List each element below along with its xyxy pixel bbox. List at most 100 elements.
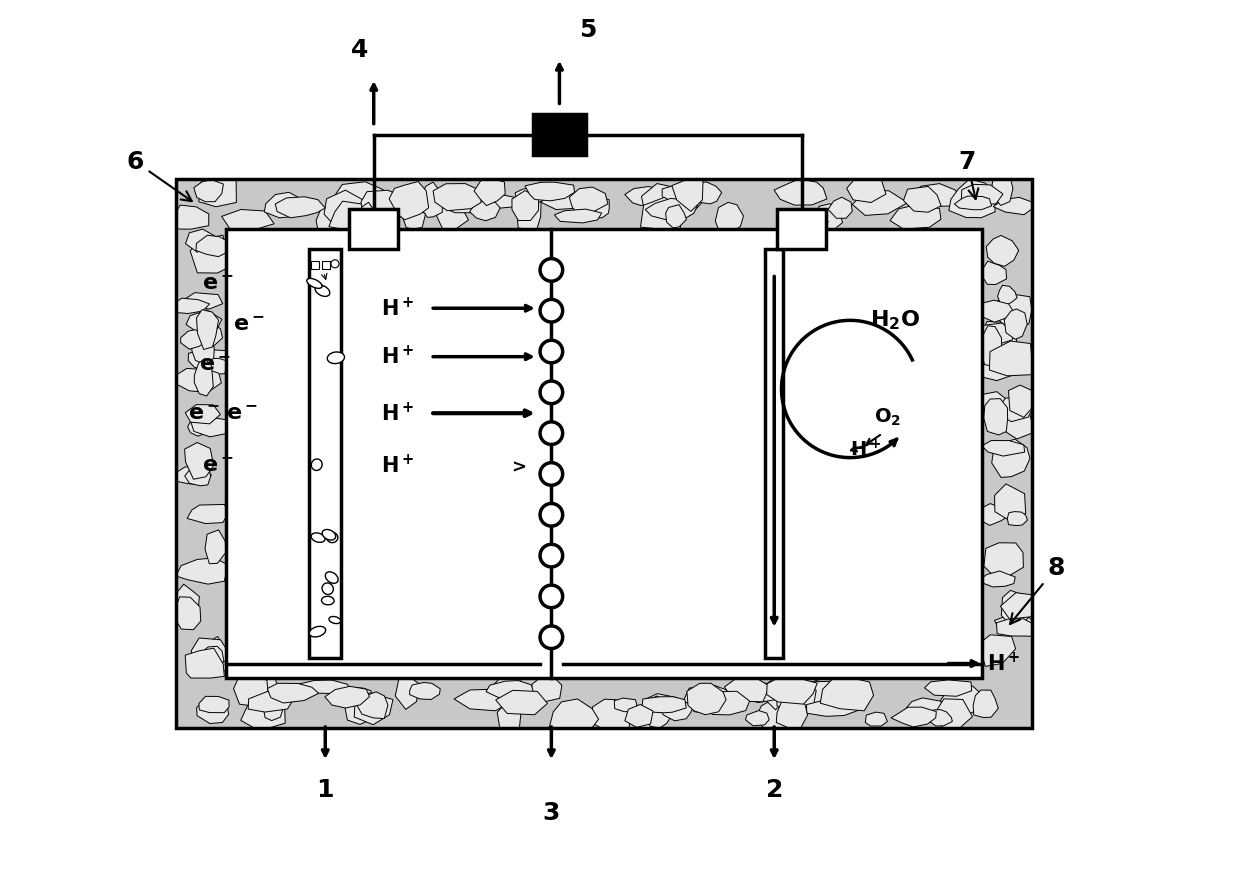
Circle shape xyxy=(541,381,563,404)
Polygon shape xyxy=(804,210,831,229)
Polygon shape xyxy=(264,192,303,217)
Polygon shape xyxy=(982,440,1024,456)
Polygon shape xyxy=(176,369,222,392)
Ellipse shape xyxy=(309,626,326,637)
Polygon shape xyxy=(1008,385,1032,417)
Polygon shape xyxy=(541,188,584,209)
Polygon shape xyxy=(420,182,443,217)
Text: $\mathbf{H^+}$: $\mathbf{H^+}$ xyxy=(382,454,414,478)
Polygon shape xyxy=(549,699,599,728)
Polygon shape xyxy=(198,179,237,207)
Polygon shape xyxy=(982,634,1016,666)
Polygon shape xyxy=(982,322,1017,359)
Polygon shape xyxy=(325,686,370,708)
Bar xyxy=(309,249,341,658)
Polygon shape xyxy=(198,244,226,269)
Text: $\mathbf{e^-}$: $\mathbf{e^-}$ xyxy=(226,404,258,423)
Polygon shape xyxy=(993,197,1032,215)
Polygon shape xyxy=(990,341,1032,376)
Polygon shape xyxy=(190,235,226,273)
Polygon shape xyxy=(515,187,547,206)
Polygon shape xyxy=(496,691,548,715)
Text: $\mathbf{H^+}$: $\mathbf{H^+}$ xyxy=(382,402,414,425)
Polygon shape xyxy=(687,683,727,715)
Ellipse shape xyxy=(329,617,341,624)
Polygon shape xyxy=(193,180,223,201)
Ellipse shape xyxy=(315,285,330,297)
Polygon shape xyxy=(264,705,283,721)
Polygon shape xyxy=(724,678,770,702)
Polygon shape xyxy=(203,636,226,676)
Text: 5: 5 xyxy=(579,18,596,42)
Polygon shape xyxy=(817,204,843,229)
Polygon shape xyxy=(201,646,224,670)
Ellipse shape xyxy=(306,278,322,289)
Polygon shape xyxy=(982,326,1002,366)
Text: 2: 2 xyxy=(765,778,782,802)
Polygon shape xyxy=(335,182,383,201)
Text: 8: 8 xyxy=(1011,556,1065,624)
Polygon shape xyxy=(195,358,213,396)
Polygon shape xyxy=(925,680,972,696)
Polygon shape xyxy=(641,184,681,217)
Polygon shape xyxy=(196,235,226,257)
Text: 3: 3 xyxy=(543,801,560,825)
Polygon shape xyxy=(470,200,500,221)
Ellipse shape xyxy=(322,529,336,540)
Text: $\mathbf{e^-}$: $\mathbf{e^-}$ xyxy=(202,455,233,476)
Bar xyxy=(982,229,1032,678)
Text: $\mathbf{H^+}$: $\mathbf{H^+}$ xyxy=(851,439,882,460)
Polygon shape xyxy=(997,618,1032,636)
Polygon shape xyxy=(196,309,218,349)
Polygon shape xyxy=(949,179,996,217)
Polygon shape xyxy=(852,191,908,216)
Polygon shape xyxy=(1001,413,1032,439)
Circle shape xyxy=(541,258,563,282)
Text: $\mathbf{e^-}$: $\mathbf{e^-}$ xyxy=(233,315,264,334)
Polygon shape xyxy=(198,697,229,713)
Polygon shape xyxy=(176,466,212,484)
Polygon shape xyxy=(761,682,799,701)
Polygon shape xyxy=(275,197,325,217)
Text: $\mathbf{e^-}$: $\mathbf{e^-}$ xyxy=(188,404,219,423)
Polygon shape xyxy=(625,705,653,727)
Polygon shape xyxy=(197,700,228,723)
Polygon shape xyxy=(645,199,698,220)
Polygon shape xyxy=(186,310,222,335)
Polygon shape xyxy=(625,186,666,206)
Polygon shape xyxy=(982,336,1017,356)
Polygon shape xyxy=(973,690,998,717)
Polygon shape xyxy=(866,712,888,726)
Polygon shape xyxy=(729,682,785,702)
Circle shape xyxy=(541,544,563,567)
Polygon shape xyxy=(828,197,852,218)
Polygon shape xyxy=(702,691,750,715)
Bar xyxy=(533,114,585,155)
Polygon shape xyxy=(185,463,211,486)
Circle shape xyxy=(541,421,563,445)
Polygon shape xyxy=(961,184,1003,206)
Bar xyxy=(777,208,826,249)
Polygon shape xyxy=(774,179,827,205)
Bar xyxy=(176,179,1032,728)
Polygon shape xyxy=(986,235,1019,266)
Polygon shape xyxy=(994,615,1032,635)
Polygon shape xyxy=(361,190,409,222)
Polygon shape xyxy=(396,678,419,709)
Polygon shape xyxy=(982,392,1008,417)
Polygon shape xyxy=(233,678,269,707)
Polygon shape xyxy=(745,710,769,726)
Polygon shape xyxy=(295,680,350,694)
Polygon shape xyxy=(644,694,682,715)
Polygon shape xyxy=(176,597,201,630)
Polygon shape xyxy=(904,186,941,212)
Polygon shape xyxy=(847,179,885,202)
Polygon shape xyxy=(195,323,222,347)
Polygon shape xyxy=(355,693,393,724)
Ellipse shape xyxy=(325,572,339,584)
Polygon shape xyxy=(187,421,210,437)
Polygon shape xyxy=(444,192,490,213)
Polygon shape xyxy=(497,703,521,728)
Text: $\mathbf{H^+}$: $\mathbf{H^+}$ xyxy=(382,297,414,320)
Polygon shape xyxy=(994,484,1025,522)
